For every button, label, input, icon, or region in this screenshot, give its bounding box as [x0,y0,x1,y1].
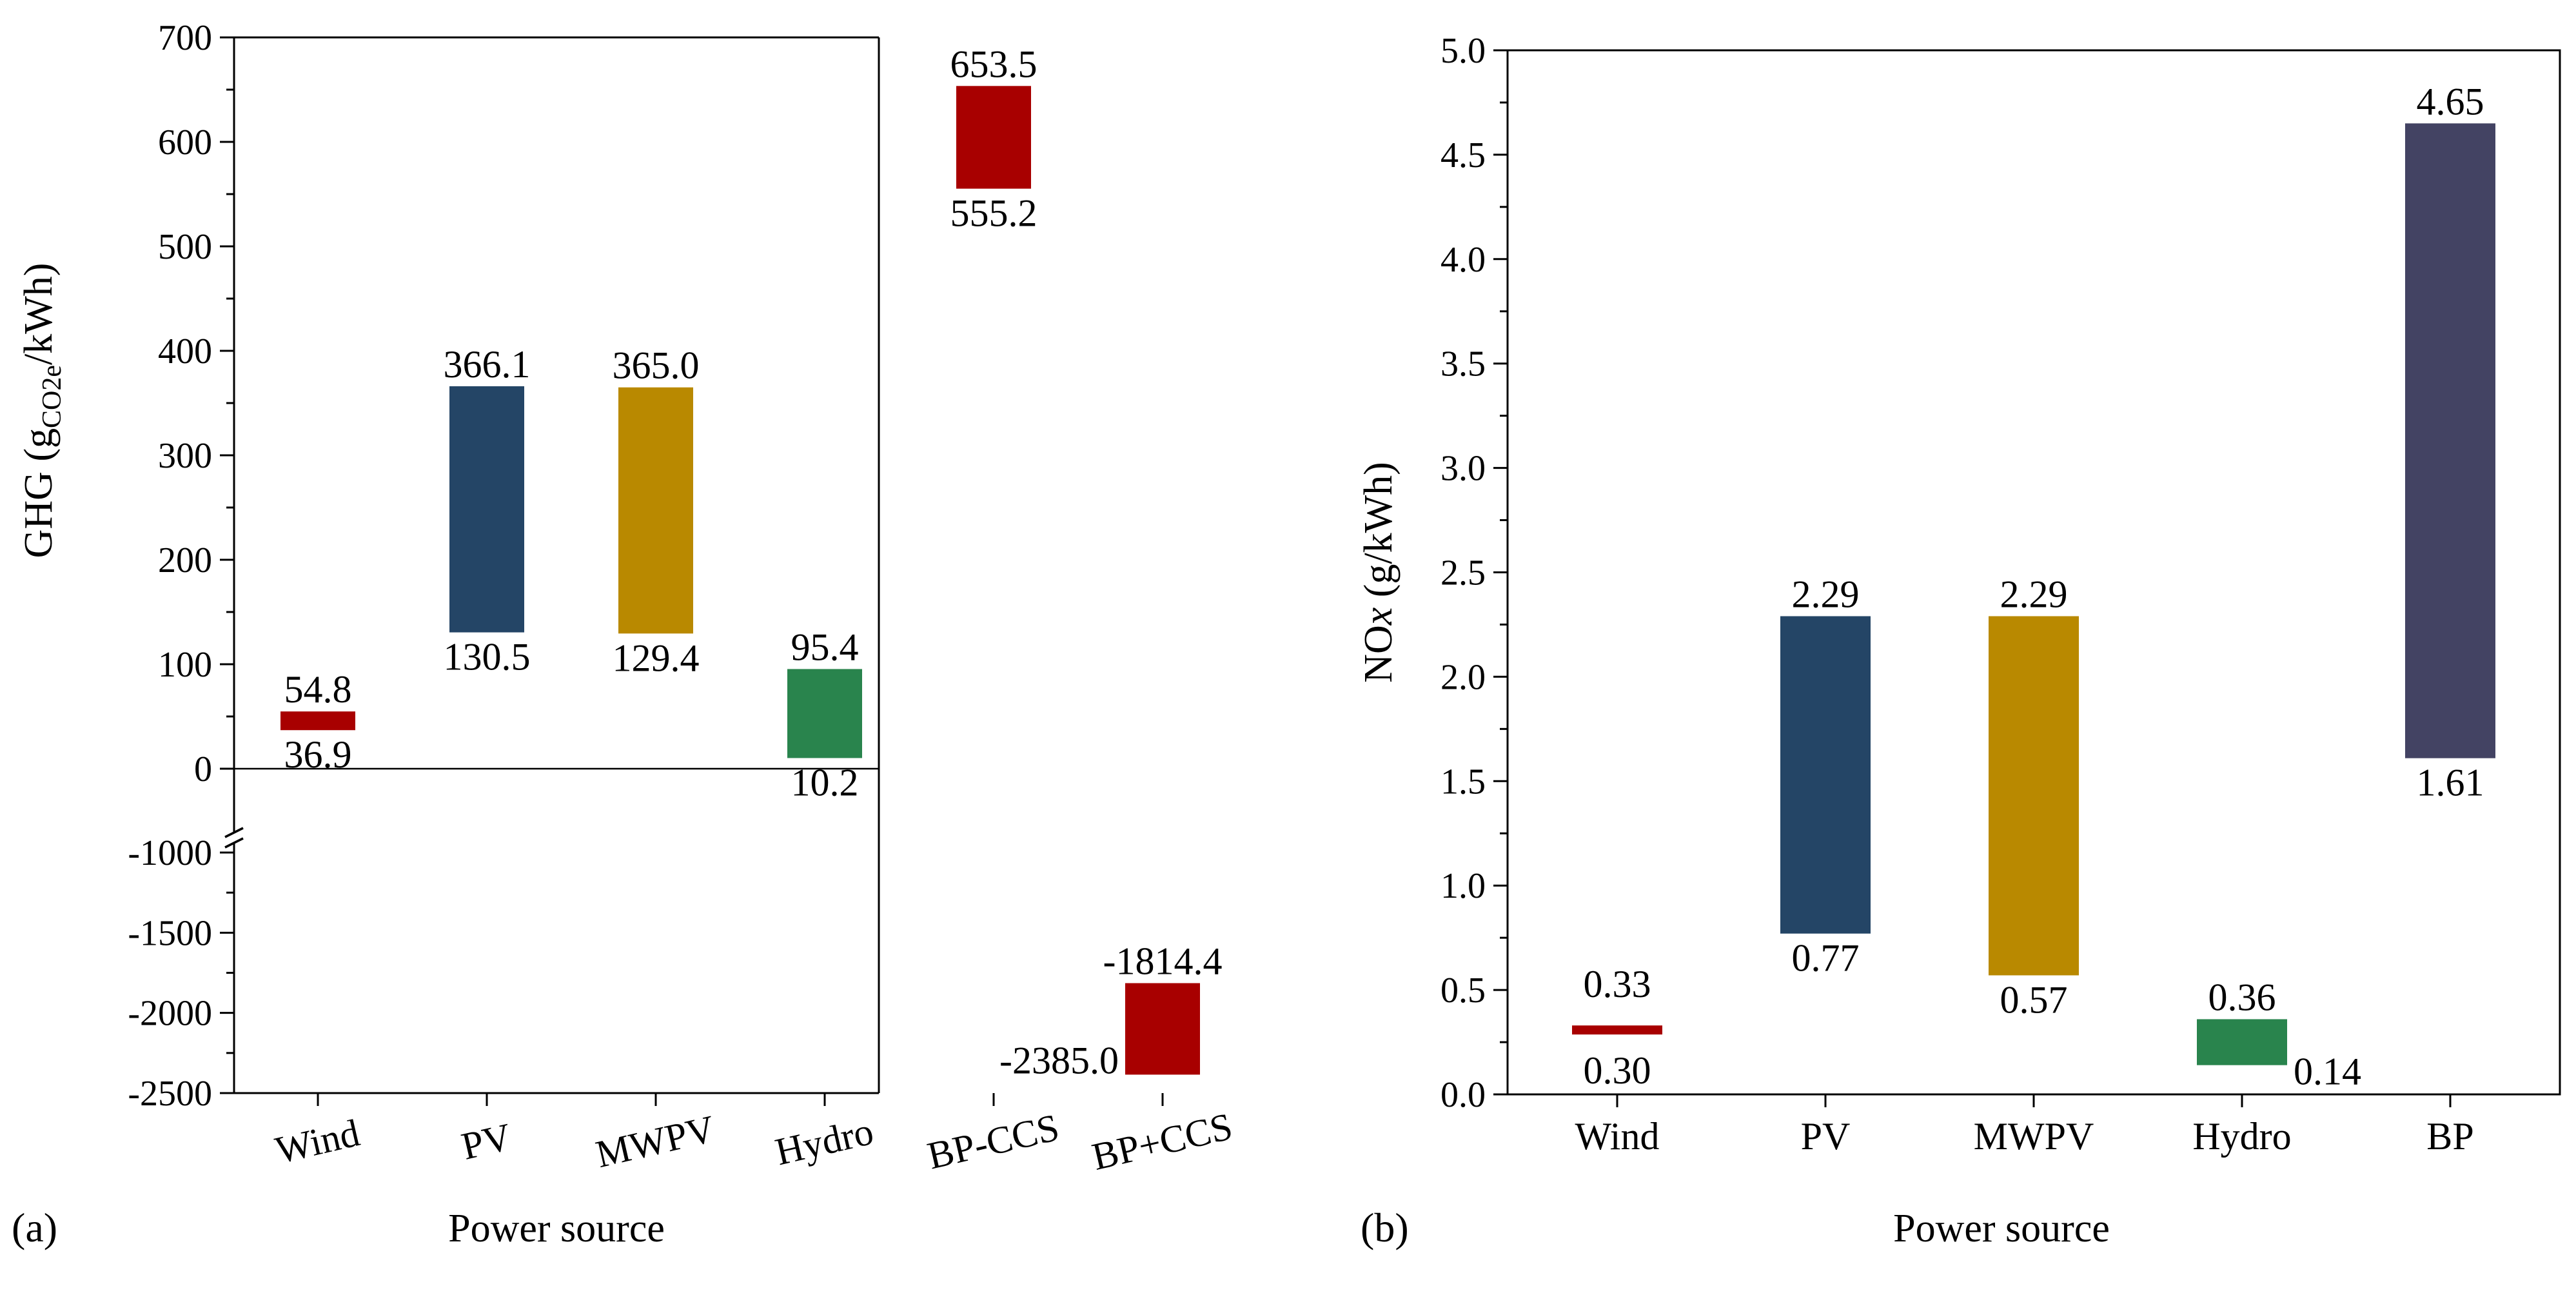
x-tick-label: Hydro [2192,1115,2291,1158]
data-label-high: 2.29 [2000,573,2068,615]
data-label-high: 653.5 [950,43,1037,85]
data-label-low: -2385.0 [999,1039,1119,1081]
y-axis-label: NOx (g/kWh) [1357,462,1401,683]
data-label-low: 129.4 [613,637,700,679]
panel-label-b: (b) [1361,1205,1409,1250]
x-axis-label: Power source [448,1207,665,1250]
data-label-low: 36.9 [284,733,352,776]
data-label-high: 0.33 [1584,963,1651,1005]
y-tick-label: 2.0 [1440,657,1486,697]
data-label-low: 555.2 [950,192,1037,235]
x-tick-label: BP+CCS [1088,1105,1236,1178]
x-tick-label: Wind [271,1111,363,1172]
bar-bp [2405,123,2495,758]
axis-break-mark [224,837,244,849]
x-tick-label: PV [1801,1115,1851,1158]
bar-mwpv [618,387,693,634]
data-label-low: 0.57 [2000,978,2068,1021]
y-tick-label: 4.0 [1440,240,1486,280]
data-label-high: 95.4 [791,626,859,668]
y-tick-label: 4.5 [1440,135,1486,175]
data-label-low: 0.30 [1584,1049,1651,1092]
y-tick-label: 600 [158,123,212,163]
y-tick-label: 500 [158,227,212,267]
bar-pv [1780,616,1871,934]
data-label-low: 130.5 [444,636,531,678]
y-tick-label: -1000 [128,833,212,873]
x-tick-label: BP-CCS [923,1106,1063,1178]
y-tick-label: 3.0 [1440,449,1486,489]
y-tick-label: 0 [194,749,212,789]
bar-wind [280,711,355,731]
y-tick-label: 0.0 [1440,1075,1486,1115]
bar-bp-ccs [956,86,1031,189]
y-tick-label: 400 [158,331,212,371]
data-label-high: 365.0 [613,344,700,387]
data-label-high: 366.1 [444,343,531,386]
panel-label-a: (a) [12,1205,57,1250]
y-axis-label: GHG (gCO2e/kWh) [17,263,67,558]
y-tick-label: 1.5 [1440,762,1486,802]
bar-pv [449,386,524,633]
y-tick-label: 0.5 [1440,971,1486,1011]
data-label-high: -1814.4 [1103,940,1223,983]
x-tick-label: Wind [1575,1115,1660,1158]
data-label-low: 0.14 [2294,1051,2361,1093]
y-tick-label: 2.5 [1440,553,1486,593]
y-tick-label: 100 [158,645,212,685]
data-label-high: 4.65 [2417,80,2484,123]
data-label-high: 2.29 [1792,573,1860,615]
data-label-low: 10.2 [791,761,859,804]
y-tick-label: 700 [158,18,212,58]
data-label-high: 54.8 [284,668,352,711]
bar-mwpv [1989,616,2079,976]
bar-hydro [787,669,862,758]
chart-a: 0 100 200 300 400 500 600 700 -2500 -2000 -1500 -10… [12,18,1236,1250]
y-tick-label: 300 [158,436,212,476]
chart-b: 0.0 0.5 1.0 1.5 2.0 2.5 3.0 3.5 4.0 4.5 5.0 Wind PV M… [1357,31,2561,1250]
data-label-high: 0.36 [2208,976,2276,1018]
y-tick-label: 1.0 [1440,866,1486,906]
data-label-low: 0.77 [1792,937,1860,980]
y-tick-label: -1500 [128,913,212,953]
axis-break-mark [224,827,244,838]
data-label-low: 1.61 [2417,762,2484,804]
x-tick-label: Hydro [771,1110,877,1174]
x-tick-label: MWPV [1974,1115,2094,1158]
x-tick-label: PV [458,1115,516,1168]
x-axis-label: Power source [1893,1207,2110,1250]
y-tick-label: -2500 [128,1074,212,1114]
y-tick-label: 200 [158,540,212,580]
y-tick-label: -2000 [128,994,212,1034]
bar-hydro [2197,1019,2287,1065]
x-tick-label: MWPV [592,1107,719,1176]
x-tick-label: BP [2426,1115,2473,1158]
y-tick-label: 3.5 [1440,344,1486,384]
bar-bp-ccs [1125,983,1200,1075]
bar-wind [1572,1025,1662,1035]
y-tick-label: 5.0 [1440,31,1486,71]
